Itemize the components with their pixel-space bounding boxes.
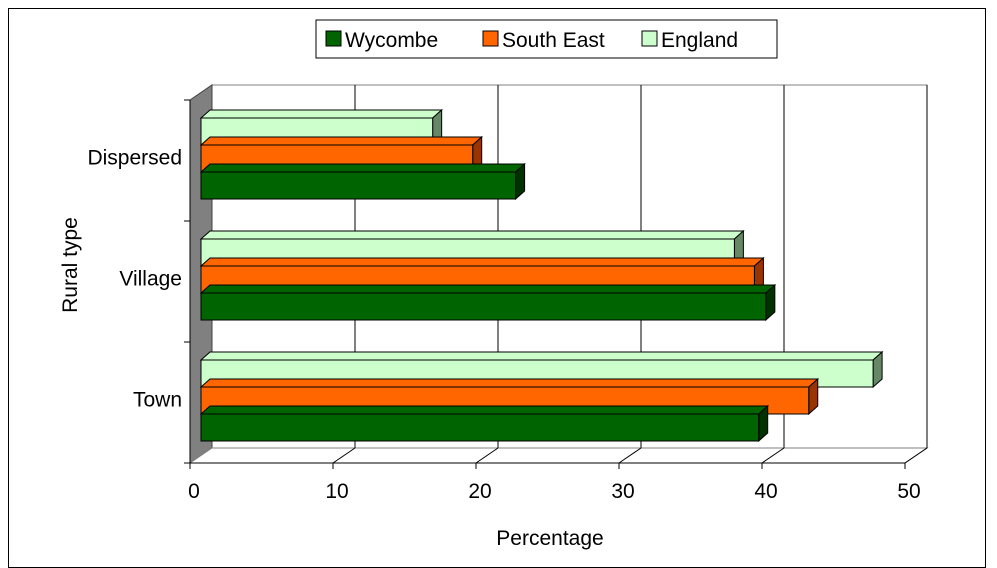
bar-front — [200, 413, 760, 442]
y-tick-label: Town — [133, 389, 182, 412]
bar-top — [199, 351, 884, 361]
bar-wycombe-village — [199, 283, 777, 322]
x-tick-label: 0 — [188, 480, 200, 503]
bar-top — [199, 284, 777, 294]
y-tick-labels: Town Village Dispersed — [87, 147, 182, 412]
x-tick-labels: 0 10 20 30 40 50 — [188, 480, 921, 503]
x-tick-label: 10 — [325, 480, 348, 503]
floor — [188, 447, 929, 464]
legend-label: England — [661, 29, 738, 52]
bar-chart: 0 10 20 30 40 50 Town Village Dispersed Percent… — [59, 19, 929, 550]
bar-wycombe-dispersed — [199, 162, 526, 201]
x-tick-label: 40 — [754, 480, 777, 503]
legend-swatch — [482, 30, 499, 47]
x-tick-label: 50 — [897, 480, 920, 503]
legend-label: Wycombe — [345, 29, 438, 52]
y-tick-label: Dispersed — [87, 147, 182, 170]
bar-top — [199, 136, 484, 146]
legend-swatch — [325, 30, 342, 47]
y-axis-title: Rural type — [59, 217, 82, 313]
x-tick-label: 20 — [468, 480, 491, 503]
gridline-floor — [904, 447, 928, 464]
bar-front — [200, 292, 767, 321]
legend: Wycombe South East England — [315, 19, 778, 59]
y-tick-label: Village — [119, 268, 182, 291]
bar-top — [199, 230, 745, 240]
legend-label: South East — [502, 29, 605, 52]
gridline-floor — [475, 447, 499, 464]
gridline-floor — [332, 447, 356, 464]
gridline-floor — [618, 447, 642, 464]
bar-top — [199, 109, 443, 119]
axes — [184, 99, 906, 469]
legend-box — [315, 19, 778, 59]
gridline-floor — [761, 447, 785, 464]
bar-top — [199, 405, 770, 415]
bar-top — [199, 163, 526, 173]
bar-front — [200, 171, 517, 200]
bars — [199, 108, 884, 443]
x-axis-title: Percentage — [496, 527, 603, 550]
bar-top — [199, 378, 820, 388]
legend-swatch — [641, 30, 658, 47]
bar-wycombe-town — [199, 404, 770, 443]
bar-top — [199, 257, 765, 267]
x-tick-label: 30 — [611, 480, 634, 503]
